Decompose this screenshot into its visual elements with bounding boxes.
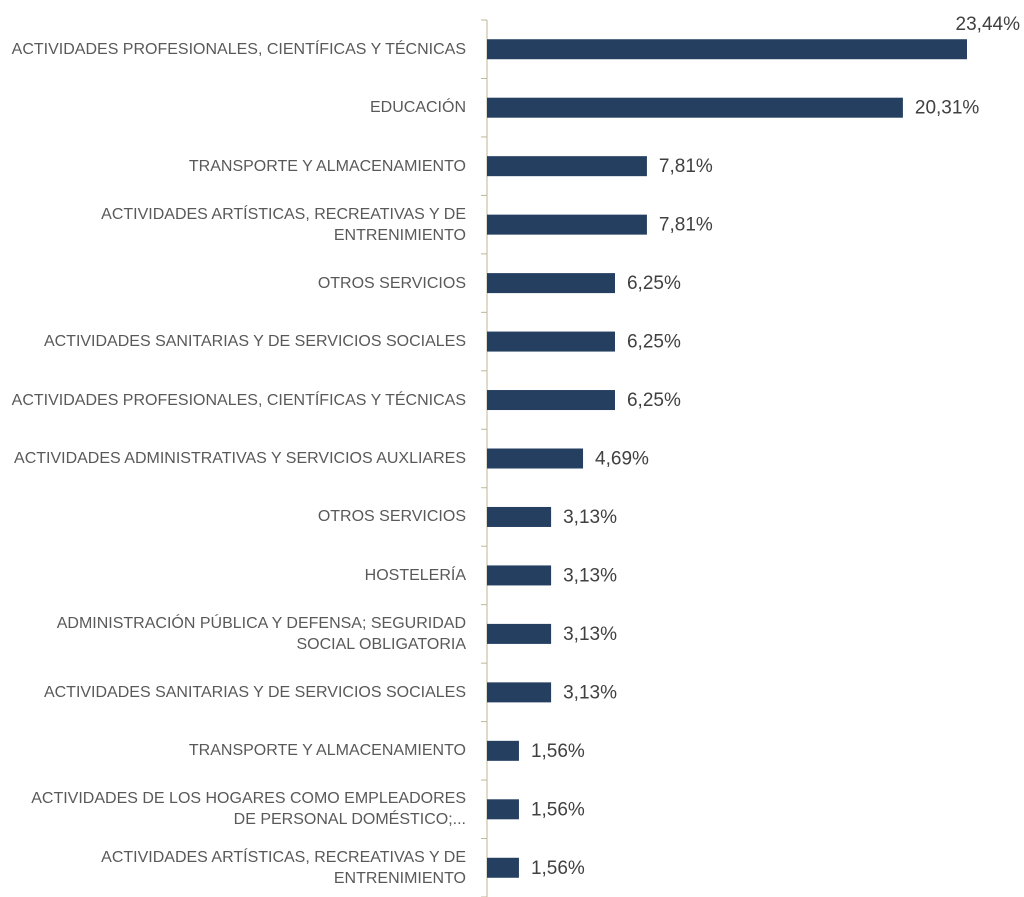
category-text: EDUCACIÓN	[369, 99, 466, 117]
value-label: 7,81%	[659, 215, 713, 236]
category-text: ACTIVIDADES PROFESIONALES, CIENTÍFICAS Y…	[11, 40, 466, 58]
bar	[487, 506, 552, 527]
category-label: EDUCACIÓN	[5, 78, 466, 136]
category-text: OTROS SERVICIOS	[317, 508, 466, 526]
value-label: 20,31%	[915, 98, 980, 119]
category-label: OTROS SERVICIOS	[5, 254, 466, 312]
category-text: ACTIVIDADES SANITARIAS Y DE SERVICIOS SO…	[43, 683, 466, 701]
category-text: ACTIVIDADES PROFESIONALES, CIENTÍFICAS Y…	[11, 391, 466, 409]
value-label: 7,81%	[659, 156, 713, 177]
value-label: 6,25%	[627, 332, 681, 353]
bar	[487, 857, 519, 878]
category-label: OTROS SERVICIOS	[5, 488, 466, 546]
bar	[487, 799, 519, 820]
bar	[487, 156, 647, 177]
value-label: 6,25%	[627, 390, 681, 411]
category-label: TRANSPORTE Y ALMACENAMIENTO	[5, 722, 466, 780]
value-label: 1,56%	[531, 799, 585, 820]
value-label: 3,13%	[563, 624, 617, 645]
bar	[487, 39, 967, 60]
category-label: HOSTELERÍA	[5, 546, 466, 604]
bar	[487, 390, 615, 411]
value-label: 23,44%	[956, 14, 1021, 35]
bar	[487, 97, 903, 118]
category-label: ACTIVIDADES SANITARIAS Y DE SERVICIOS SO…	[5, 312, 466, 370]
category-label: ACTIVIDADES ARTÍSTICAS, RECREATIVAS Y DE…	[5, 195, 466, 253]
category-label: ACTIVIDADES PROFESIONALES, CIENTÍFICAS Y…	[5, 371, 466, 429]
category-label: ACTIVIDADES ARTÍSTICAS, RECREATIVAS Y DE…	[5, 839, 466, 897]
category-text: ACTIVIDADES ARTÍSTICAS, RECREATIVAS Y DE…	[101, 848, 466, 887]
category-text: ADMINISTRACIÓN PÚBLICA Y DEFENSA; SEGURI…	[56, 614, 466, 653]
category-text: OTROS SERVICIOS	[317, 274, 466, 292]
category-text: TRANSPORTE Y ALMACENAMIENTO	[188, 742, 466, 760]
value-label: 1,56%	[531, 741, 585, 762]
category-label: ACTIVIDADES SANITARIAS Y DE SERVICIOS SO…	[5, 663, 466, 721]
value-label: 6,25%	[627, 273, 681, 294]
category-text: ACTIVIDADES ARTÍSTICAS, RECREATIVAS Y DE…	[101, 205, 466, 244]
bar	[487, 740, 519, 761]
bar	[487, 331, 615, 352]
category-label: ACTIVIDADES DE LOS HOGARES COMO EMPLEADO…	[5, 780, 466, 838]
value-label: 3,13%	[563, 507, 617, 528]
bar	[487, 623, 552, 644]
bar	[487, 448, 584, 469]
category-label: TRANSPORTE Y ALMACENAMIENTO	[5, 137, 466, 195]
category-label: ADMINISTRACIÓN PÚBLICA Y DEFENSA; SEGURI…	[5, 605, 466, 663]
value-label: 1,56%	[531, 858, 585, 879]
category-label: ACTIVIDADES ADMINISTRATIVAS Y SERVICIOS …	[5, 429, 466, 487]
bar	[487, 565, 552, 586]
category-text: ACTIVIDADES SANITARIAS Y DE SERVICIOS SO…	[43, 333, 466, 351]
category-text: HOSTELERÍA	[364, 566, 466, 584]
bar	[487, 273, 615, 294]
value-label: 3,13%	[563, 565, 617, 586]
category-label: ACTIVIDADES PROFESIONALES, CIENTÍFICAS Y…	[5, 20, 466, 78]
category-text: ACTIVIDADES ADMINISTRATIVAS Y SERVICIOS …	[14, 449, 466, 467]
bar	[487, 214, 647, 235]
value-label: 3,13%	[563, 682, 617, 703]
value-label: 4,69%	[595, 449, 649, 470]
category-text: TRANSPORTE Y ALMACENAMIENTO	[188, 157, 466, 175]
bar	[487, 682, 552, 703]
category-text: ACTIVIDADES DE LOS HOGARES COMO EMPLEADO…	[31, 790, 466, 829]
